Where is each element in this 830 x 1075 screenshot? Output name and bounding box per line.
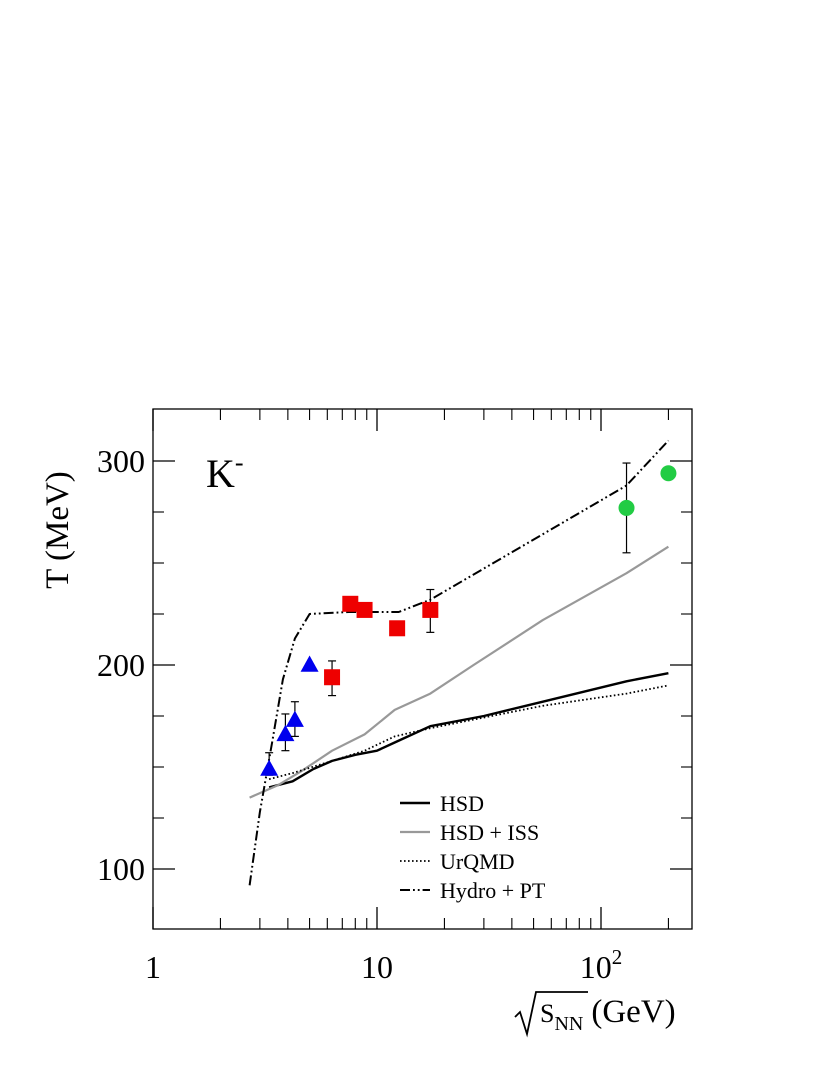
legend-label-hsd: HSD — [440, 791, 484, 816]
panel-label: K- — [206, 448, 244, 496]
panel-label-main: K — [206, 451, 235, 496]
series-line-hsd-iss — [249, 545, 669, 799]
data-point-square — [422, 601, 439, 618]
data-point-square — [324, 669, 341, 686]
x-tick-label-base: 10 — [361, 949, 393, 985]
x-label-unit: (GeV) — [591, 994, 675, 1030]
x-tick-label: 1 — [145, 949, 161, 985]
legend: HSD HSD + ISS UrQMD Hydro + PT — [400, 791, 546, 903]
x-label-subsub: NN — [554, 1013, 583, 1035]
x-tick-label: 102 — [580, 945, 623, 985]
x-tick-label: 10 — [361, 949, 393, 985]
data-point-circle — [618, 499, 635, 516]
radical-sign — [514, 991, 588, 1038]
series-line-hsd — [268, 672, 669, 789]
y-tick-label: 200 — [97, 647, 145, 683]
data-point-triangle — [285, 710, 304, 727]
y-tick-label: 300 — [97, 443, 145, 479]
data-point-triangle — [276, 724, 295, 742]
x-label-text: SNN (GeV) — [540, 994, 676, 1035]
data-point-square — [389, 620, 406, 637]
y-tick-label: 100 — [97, 851, 145, 887]
series-line-urqmd — [268, 684, 669, 781]
data-layer — [248, 439, 677, 886]
data-point-triangle — [300, 655, 319, 672]
legend-label-hsd-iss: HSD + ISS — [440, 820, 539, 845]
legend-label-hydro-pt: Hydro + PT — [440, 878, 546, 903]
x-tick-label-exponent: 2 — [612, 945, 623, 969]
data-point-square — [356, 601, 373, 618]
legend-label-urqmd: UrQMD — [440, 849, 515, 874]
x-tick-label-base: 10 — [580, 949, 612, 985]
data-point-circle — [660, 465, 677, 482]
x-tick-label-base: 1 — [145, 949, 161, 985]
plot-frame — [152, 408, 693, 930]
y-axis-label: T (MeV) — [40, 471, 76, 589]
data-point-triangle — [260, 759, 279, 776]
panel-label-superscript: - — [235, 448, 244, 477]
data-point-square — [342, 595, 359, 612]
x-axis-label: SNN (GeV) — [514, 991, 676, 1038]
x-label-sub: S — [540, 999, 554, 1028]
